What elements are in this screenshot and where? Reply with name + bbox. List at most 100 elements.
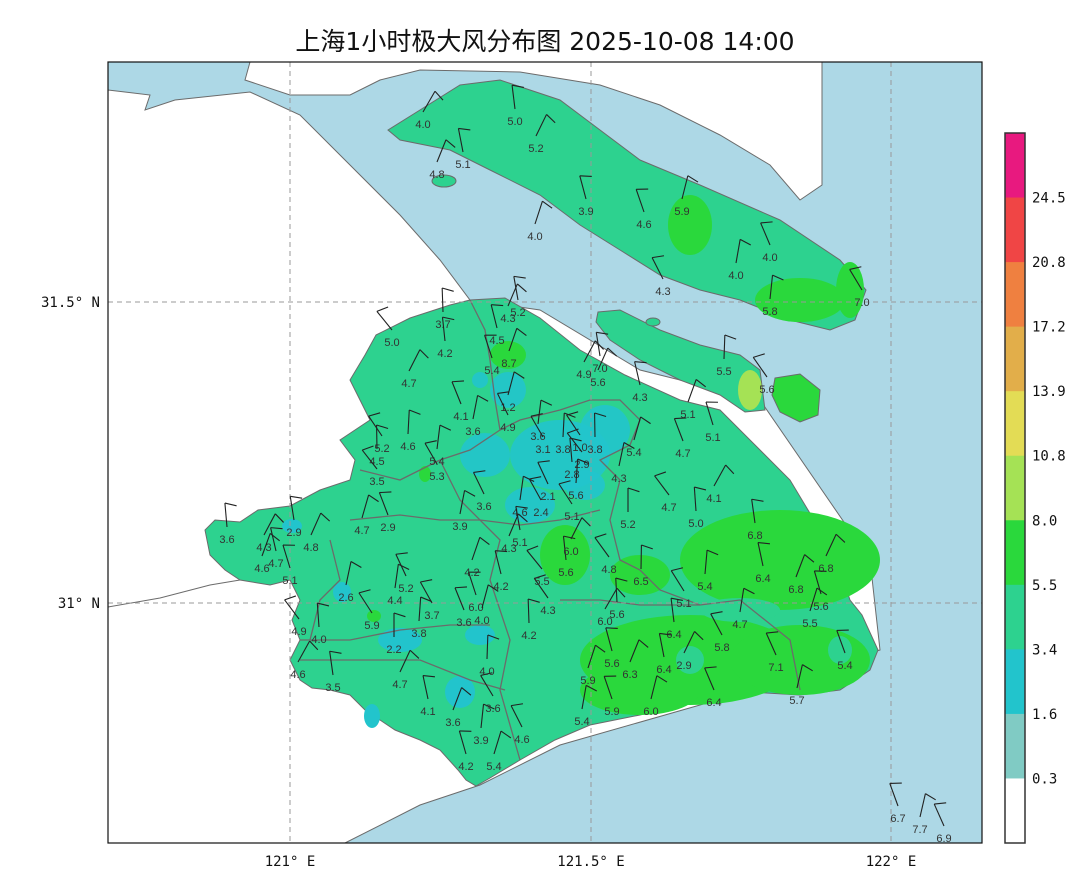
station: 6.9 <box>933 802 952 843</box>
station-value: 5.5 <box>716 366 731 378</box>
station-value: 3.8 <box>587 444 602 456</box>
wind-barb-feather <box>398 563 410 570</box>
wind-barb-feather <box>596 331 609 335</box>
wind-barb-staff <box>441 287 444 313</box>
wind-barb-feather <box>695 379 707 388</box>
wind-barb-staff <box>683 631 696 654</box>
station: 3.6 <box>480 672 501 715</box>
station-value: 5.5 <box>802 618 817 630</box>
wind-barb-feather <box>224 502 237 507</box>
station-value: 4.6 <box>514 734 529 746</box>
station: 5.1 <box>705 401 721 444</box>
station-value: 4.0 <box>474 615 489 627</box>
wind-barb-feather <box>473 470 486 473</box>
wind-barb-staff <box>670 598 675 623</box>
station: 4.1 <box>451 380 469 423</box>
wind-barb-feather <box>274 513 284 523</box>
wind-barb-staff <box>654 475 670 496</box>
wind-barb-feather <box>564 412 576 418</box>
wind-barb-staff <box>496 393 509 416</box>
station: 4.1 <box>706 464 735 505</box>
station: 4.3 <box>500 283 527 325</box>
station: 5.4 <box>574 684 598 728</box>
y-tick-label: 31° N <box>58 596 100 612</box>
station: 2.4 <box>528 476 549 519</box>
station: 5.6 <box>604 627 620 670</box>
station: 4.6 <box>254 533 281 575</box>
colorbar-segment <box>1005 391 1025 457</box>
station-value: 6.8 <box>788 584 803 596</box>
station-value: 5.2 <box>510 307 525 319</box>
station-value: 5.4 <box>486 761 501 773</box>
wind-barb-feather <box>526 545 539 551</box>
station-value: 6.8 <box>747 530 762 542</box>
station-value: 5.1 <box>564 511 579 523</box>
wind-barb-staff <box>670 570 685 592</box>
wind-barb-feather <box>523 475 535 482</box>
wind-barb-feather <box>739 238 752 246</box>
wind-barb-feather <box>772 274 784 281</box>
wind-barb-feather <box>529 476 542 480</box>
wind-barb-staff <box>566 414 581 436</box>
station-value: 5.1 <box>705 432 720 444</box>
wind-barb-feather <box>577 458 590 465</box>
station: 4.9 <box>496 391 516 434</box>
station-value: 5.4 <box>626 447 641 459</box>
station-value: 3.6 <box>485 703 500 715</box>
colorbar-label: 17.2 <box>1032 320 1066 336</box>
colorbar-segment <box>1005 584 1025 650</box>
station: 4.7 <box>401 349 429 390</box>
station-value: 7.1 <box>768 662 783 674</box>
station-value: 5.9 <box>674 206 689 218</box>
wind-barb-feather <box>511 703 524 707</box>
wind-barb-staff <box>422 675 429 700</box>
station-value: 5.9 <box>580 675 595 687</box>
station-value: 3.6 <box>530 431 545 443</box>
station: 4.8 <box>429 139 456 181</box>
wind-barb-feather <box>517 283 527 293</box>
wind-barb-feather <box>760 221 773 224</box>
wind-barb-feather <box>627 487 640 493</box>
wind-barb-staff <box>583 340 596 363</box>
station-value: 4.3 <box>540 605 555 617</box>
station-value: 5.7 <box>789 695 804 707</box>
map-title: 上海1小时极大风分布图 2025-10-08 14:00 <box>295 27 795 56</box>
station: 5.9 <box>358 589 380 632</box>
wind-barb-staff <box>537 462 549 485</box>
wind-barb-feather <box>595 644 606 653</box>
station: 6.4 <box>656 632 672 676</box>
wind-barb-staff <box>471 537 481 561</box>
colorbar-label: 10.8 <box>1032 449 1066 465</box>
station: 3.6 <box>472 470 492 513</box>
station: 5.4 <box>626 416 651 459</box>
wind-barb-staff <box>651 257 664 280</box>
station-value: 2.9 <box>286 527 301 539</box>
wind-barb-staff <box>454 587 465 611</box>
station-value: 4.3 <box>501 543 516 555</box>
province-boundary <box>108 579 241 608</box>
wind-barb-feather <box>594 533 607 539</box>
wind-barb-staff <box>735 239 741 264</box>
station-value: 4.6 <box>254 563 269 575</box>
station: 5.2 <box>368 412 390 455</box>
station: 4.6 <box>400 409 421 453</box>
station: 7.7 <box>912 793 936 836</box>
wind-barb-staff <box>757 542 764 567</box>
wind-barb-feather <box>483 703 495 710</box>
station: 6.7 <box>889 782 906 825</box>
wind-barb-feather <box>607 347 618 357</box>
station: 2.9 <box>378 491 396 534</box>
station: 4.5 <box>489 304 505 347</box>
wind-barb-staff <box>739 588 745 613</box>
station-value: 4.1 <box>706 493 721 505</box>
wind-barb-feather <box>616 587 626 598</box>
wind-barb-staff <box>452 687 463 711</box>
wind-barb-staff <box>933 803 945 827</box>
wind-barb-staff <box>507 371 515 396</box>
station-value: 4.9 <box>576 369 591 381</box>
wind-barb-feather <box>284 595 297 601</box>
station-value: 2.9 <box>676 660 691 672</box>
wind-barb-staff <box>825 534 837 557</box>
station: 5.9 <box>674 175 699 218</box>
wind-barb-feather <box>753 353 765 358</box>
